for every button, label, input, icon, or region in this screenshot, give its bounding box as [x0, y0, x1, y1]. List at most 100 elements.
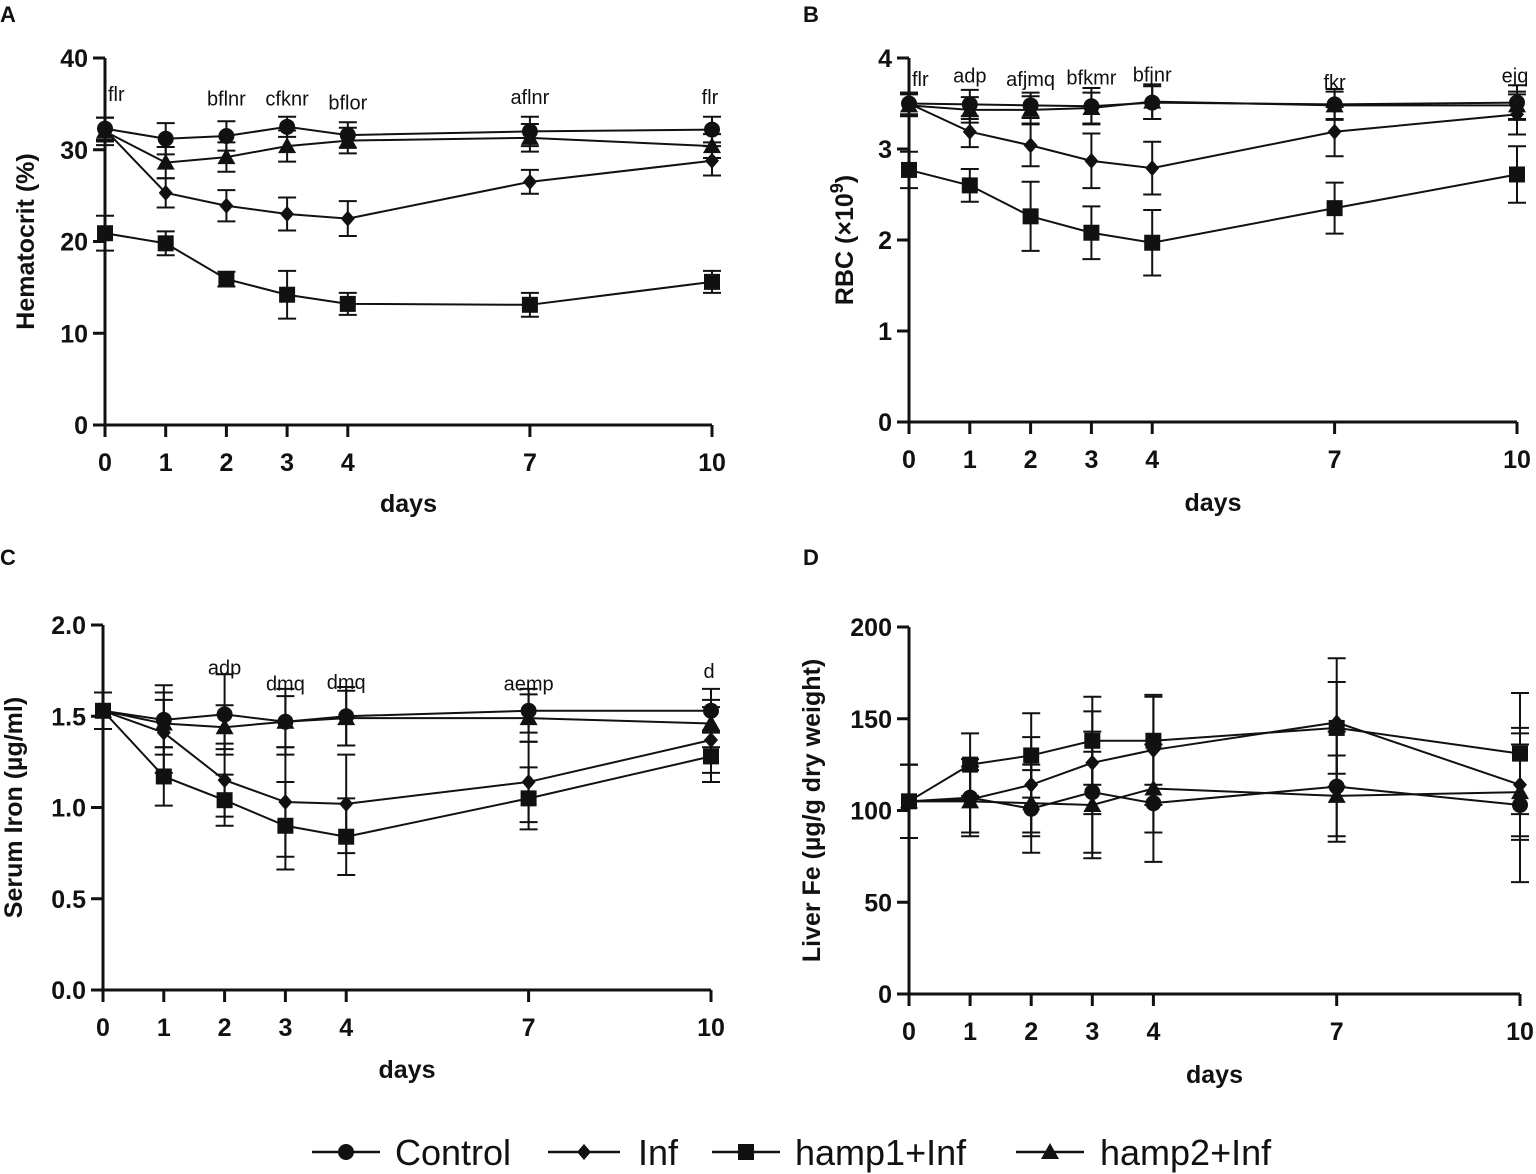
series-line	[104, 125, 713, 140]
series-inf	[900, 91, 1526, 196]
data-point	[337, 709, 356, 726]
x-tick-label: 1	[963, 446, 977, 474]
legend-label: hamp1+Inf	[795, 1132, 967, 1173]
data-point	[1326, 200, 1343, 217]
data-point	[961, 177, 978, 194]
data-point	[962, 756, 979, 773]
x-tick-label: 0	[98, 449, 112, 477]
series-hamp2-inf	[900, 743, 1529, 860]
series-hamp2-inf	[94, 689, 720, 751]
data-point	[278, 137, 297, 154]
x-tick-label: 3	[1085, 1018, 1099, 1046]
data-point	[1143, 92, 1162, 109]
data-point	[338, 828, 355, 845]
y-tick-label: 150	[850, 706, 892, 734]
series-line	[104, 232, 713, 306]
data-point	[962, 123, 977, 140]
x-tick-label: 10	[698, 449, 726, 477]
significance-label: cfknr	[265, 89, 309, 111]
y-tick-label: 3	[878, 136, 892, 164]
data-point	[1328, 719, 1345, 736]
x-tick-label: 1	[963, 1018, 977, 1046]
y-tick-label: 4	[878, 45, 892, 73]
series-hamp1-inf	[96, 214, 721, 320]
x-tick-label: 7	[1330, 1018, 1344, 1046]
series-control	[96, 115, 721, 156]
x-tick-label: 4	[339, 1014, 353, 1042]
x-tick-label: 10	[697, 1014, 725, 1042]
data-point	[1084, 732, 1101, 749]
data-point	[1084, 152, 1099, 169]
y-tick-label: 0.0	[51, 977, 86, 1005]
series-line	[908, 168, 1518, 244]
y-tick-label: 10	[60, 320, 88, 348]
data-point	[97, 225, 113, 242]
x-axis-title: days	[1186, 1061, 1243, 1089]
data-point	[704, 273, 720, 290]
x-tick-label: 2	[1024, 446, 1038, 474]
significance-label: flr	[702, 87, 719, 109]
series-inf	[900, 657, 1529, 840]
data-point	[219, 197, 234, 214]
data-point	[1144, 779, 1163, 796]
legend-item-hamp2-inf: hamp2+Inf	[1016, 1132, 1272, 1173]
data-point	[158, 184, 173, 201]
diamond-icon	[577, 1144, 591, 1160]
data-point	[1327, 123, 1342, 140]
data-point	[157, 130, 174, 147]
legend-item-control: Control	[312, 1132, 511, 1173]
y-tick-label: 100	[850, 798, 892, 826]
data-point	[900, 96, 918, 113]
y-tick-label: 40	[60, 45, 88, 73]
x-tick-label: 4	[1145, 446, 1159, 474]
series-line	[102, 710, 712, 838]
data-point	[216, 792, 233, 809]
series-control	[900, 726, 1529, 884]
x-axis-title: days	[380, 490, 437, 518]
data-point	[1145, 160, 1160, 177]
data-point	[276, 712, 295, 729]
x-axis-title: days	[1185, 489, 1242, 517]
data-point	[521, 296, 538, 313]
data-point	[1022, 208, 1039, 225]
series-inf	[96, 116, 721, 237]
panel-letter: C	[0, 545, 16, 570]
data-point	[157, 235, 174, 252]
data-point	[705, 152, 719, 169]
x-tick-label: 2	[219, 449, 233, 477]
panel-d: D 0 50 100 150 200 0 1 2 3 4 7 10 days Liver Fe (µg/g …	[798, 545, 1534, 1089]
data-point	[901, 161, 917, 178]
data-point	[900, 792, 918, 809]
data-point	[1023, 747, 1040, 764]
data-point	[215, 718, 234, 735]
significance-label: flr	[912, 69, 929, 91]
x-tick-label: 0	[902, 1018, 916, 1046]
data-point	[1509, 166, 1525, 183]
y-tick-label: 2	[878, 227, 892, 255]
data-point	[702, 714, 720, 731]
legend-label: Inf	[638, 1132, 679, 1173]
x-tick-label: 4	[341, 449, 355, 477]
data-point	[1083, 224, 1100, 241]
y-tick-label: 1	[878, 318, 892, 346]
panel-letter: A	[0, 2, 16, 27]
data-point	[218, 127, 235, 144]
y-tick-label: 0	[878, 981, 892, 1009]
series-hamp2-inf	[96, 116, 721, 180]
y-axis-title: RBC (×109)	[827, 175, 859, 305]
x-tick-label: 2	[1024, 1018, 1038, 1046]
legend-item-inf: Inf	[548, 1132, 679, 1173]
data-point	[155, 768, 172, 785]
significance-label: ejq	[1502, 66, 1529, 88]
series-line	[908, 102, 1518, 170]
x-tick-label: 10	[1506, 1018, 1534, 1046]
series-line	[104, 130, 713, 164]
significance-label: bfkmr	[1066, 67, 1116, 89]
data-point	[1511, 783, 1529, 800]
significance-label: d	[703, 661, 714, 683]
data-point	[277, 817, 294, 834]
data-point	[154, 714, 173, 731]
data-point	[96, 122, 114, 139]
y-tick-label: 20	[60, 229, 88, 257]
